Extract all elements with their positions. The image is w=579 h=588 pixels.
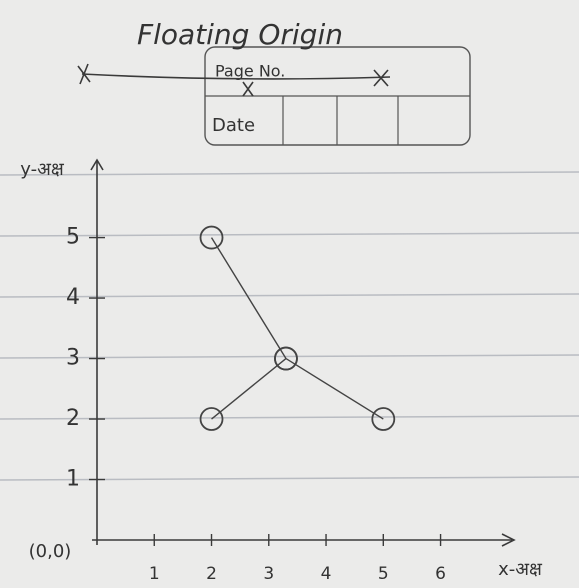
x-tick-label: 2	[206, 564, 217, 584]
page-no-label: Page No.	[215, 62, 285, 81]
origin-label: (0,0)	[29, 541, 72, 562]
x-tick-label: 4	[321, 564, 332, 584]
y-tick-label: 5	[66, 225, 80, 250]
x-tick-label: 6	[435, 564, 446, 584]
x-axis-arrow	[501, 533, 516, 547]
point-marker	[274, 346, 298, 371]
date-label: Date	[212, 115, 255, 136]
x-tick-label: 1	[149, 564, 160, 584]
point-marker	[199, 225, 224, 250]
y-tick-label: 4	[66, 285, 80, 310]
y-axis-label: y-अक्ष	[20, 159, 65, 180]
point-marker	[371, 407, 396, 431]
series-line	[211, 358, 287, 420]
series-line	[210, 237, 384, 420]
y-axis-arrow	[90, 158, 104, 171]
point-marker	[199, 407, 224, 431]
chart-title: Floating Origin	[137, 18, 343, 51]
arrow-line	[81, 73, 391, 80]
y-tick-label: 1	[66, 467, 80, 492]
x-tick-label: 5	[378, 564, 389, 584]
star	[77, 63, 91, 85]
title-arrow	[77, 63, 391, 97]
star	[373, 69, 389, 87]
page-box: Page No. Date	[204, 46, 471, 146]
star	[242, 81, 254, 97]
y-tick-label: 3	[66, 346, 80, 371]
x-axis-label: x-अक्ष	[498, 559, 543, 580]
y-tick-label: 2	[66, 406, 80, 431]
x-tick-label: 3	[263, 564, 274, 584]
